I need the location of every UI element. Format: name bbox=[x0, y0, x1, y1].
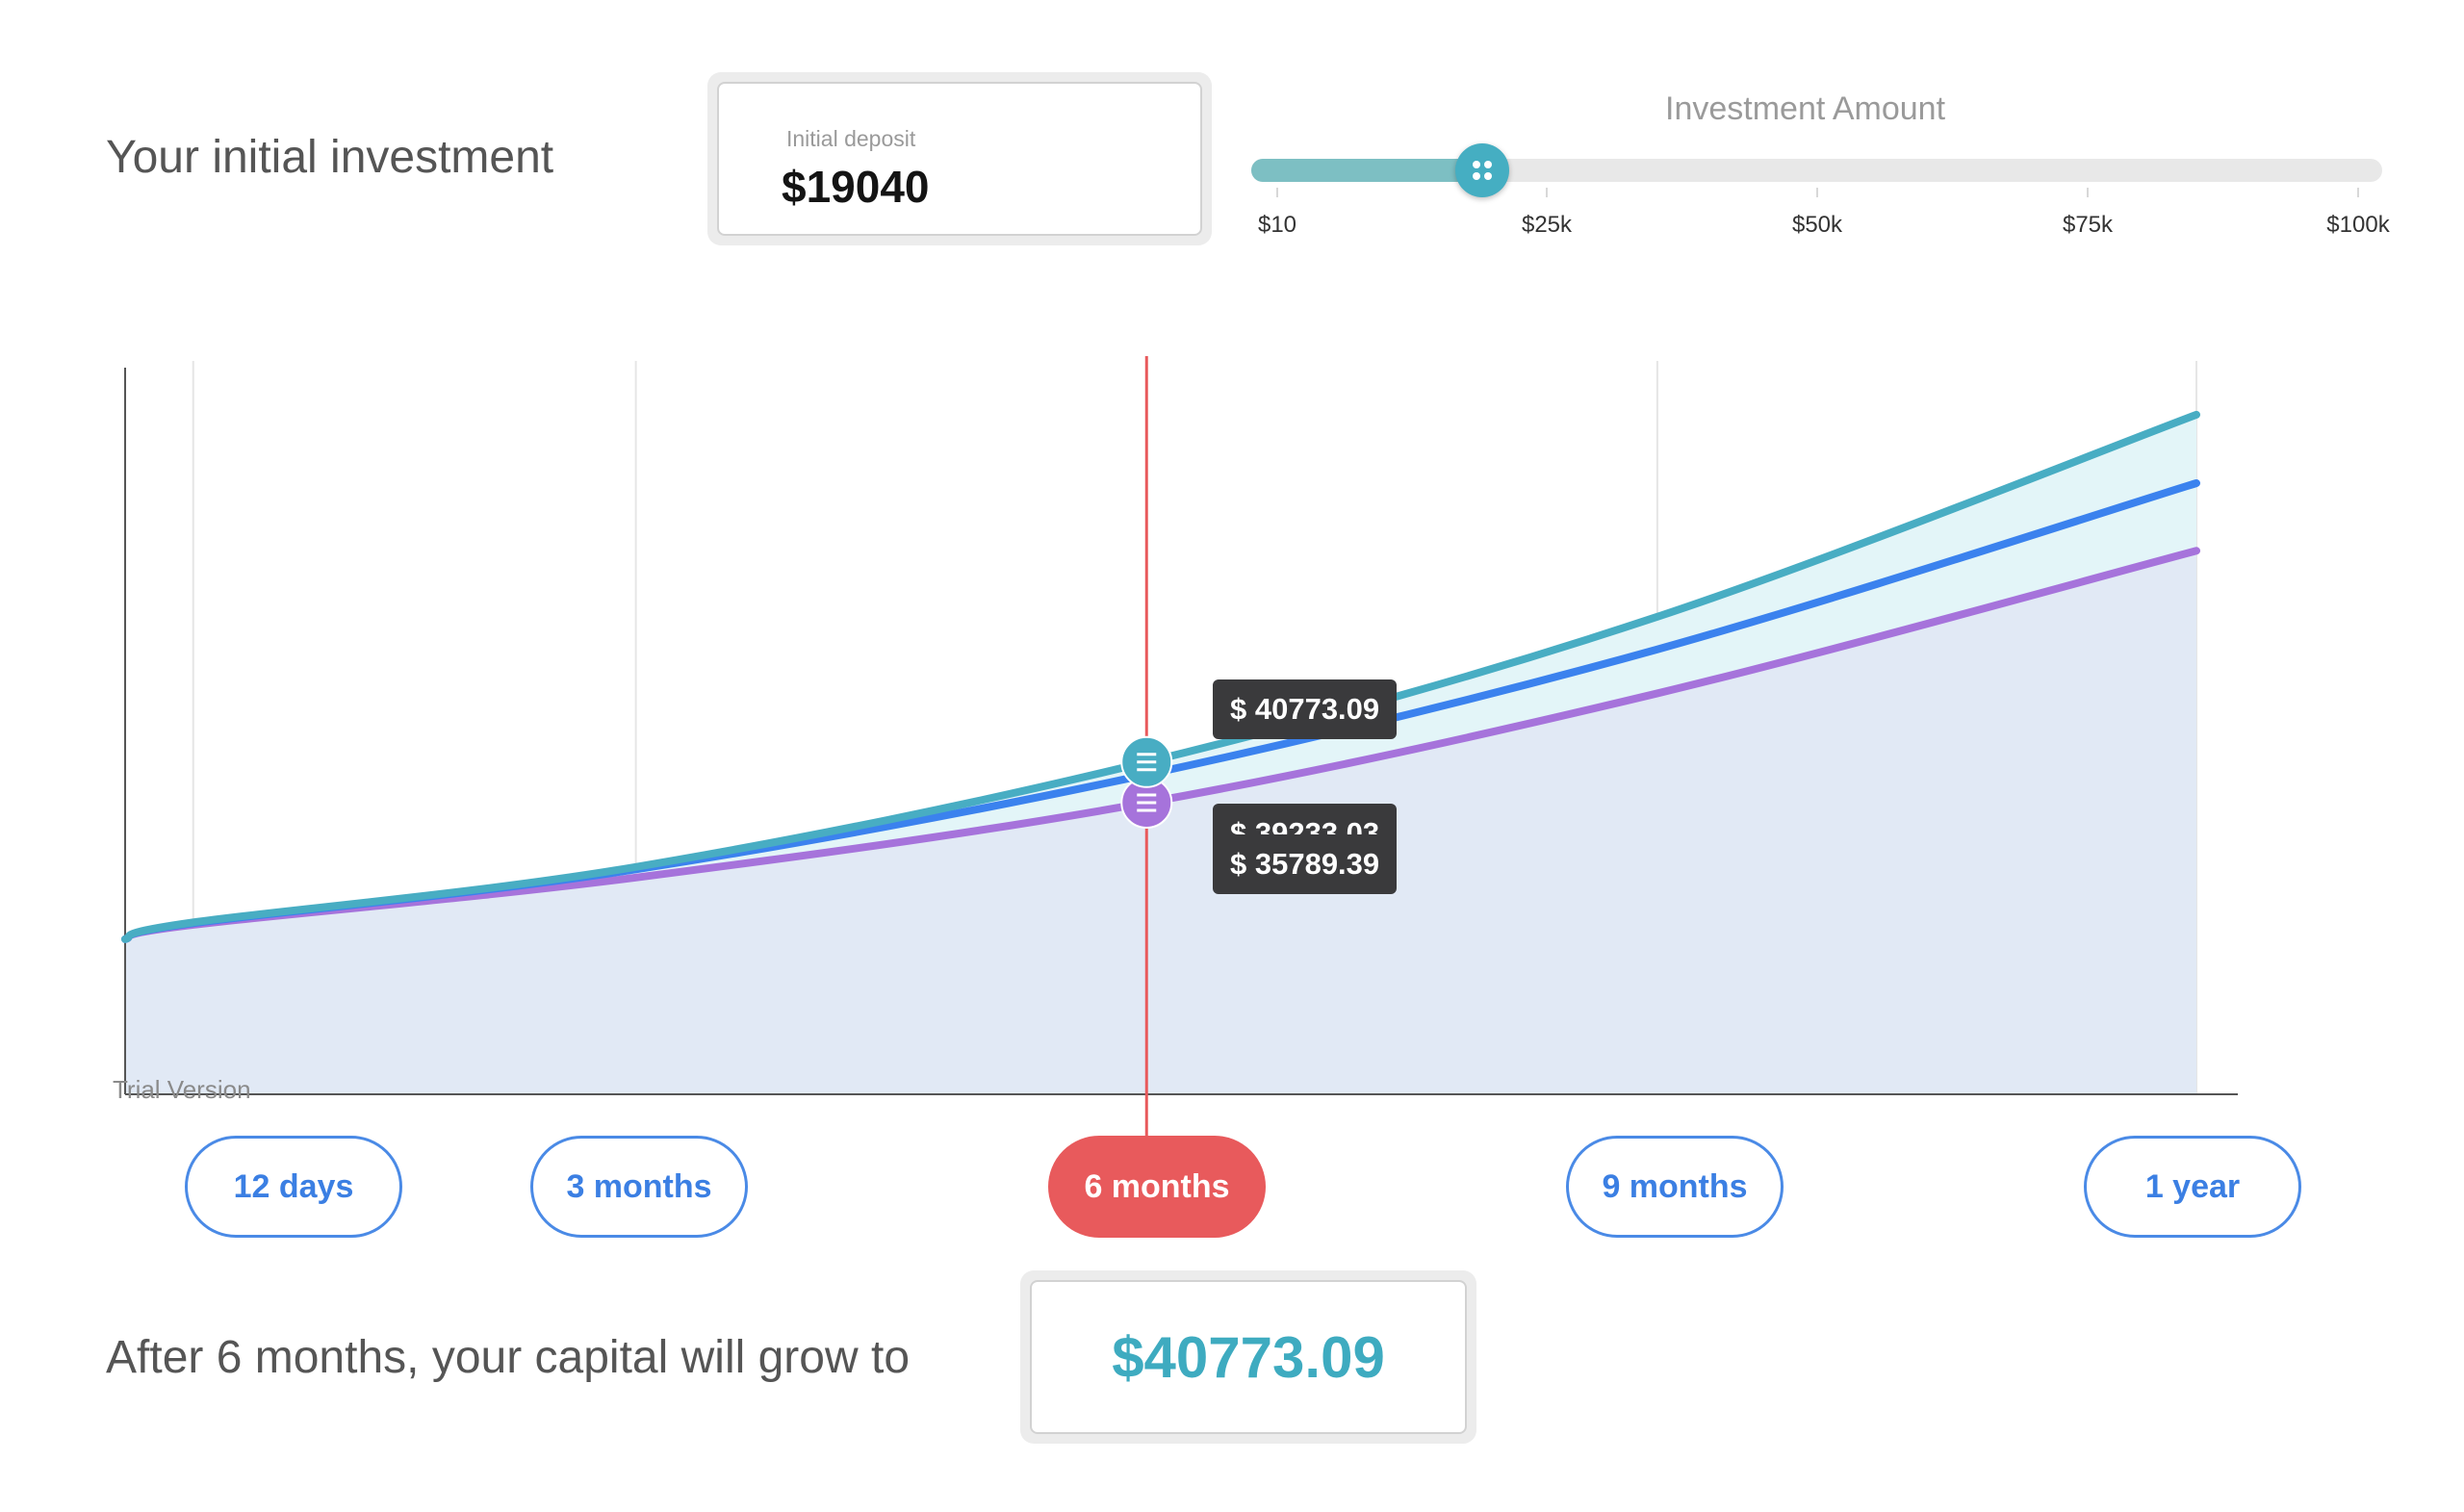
slider-tick bbox=[1816, 188, 1818, 197]
investment-amount-title: Investment Amount bbox=[1665, 90, 1946, 127]
slider-tick-label: $50k bbox=[1791, 212, 1843, 238]
slider-tick-label: $100k bbox=[2326, 212, 2390, 238]
initial-deposit-field[interactable]: Initial deposit $19040 bbox=[717, 82, 1202, 236]
initial-deposit-box[interactable]: Initial deposit $19040 bbox=[707, 72, 1212, 245]
investment-slider-fill bbox=[1251, 159, 1483, 182]
result-box: $40773.09 bbox=[1020, 1270, 1476, 1444]
result-value: $40773.09 bbox=[1030, 1280, 1467, 1434]
investment-slider-thumb[interactable] bbox=[1455, 143, 1510, 197]
period-button-6-months[interactable]: 6 months bbox=[1048, 1136, 1266, 1238]
initial-deposit-label: Initial deposit bbox=[786, 126, 916, 151]
initial-investment-label: Your initial investment bbox=[106, 132, 554, 183]
slider-tick-label: $10 bbox=[1257, 212, 1297, 238]
slider-tick-label: $25k bbox=[1521, 212, 1573, 238]
trial-version-watermark: Trial Version bbox=[113, 1075, 251, 1104]
slider-tick-label: $75k bbox=[2062, 212, 2114, 238]
period-button-9-months[interactable]: 9 months bbox=[1566, 1136, 1784, 1238]
period-button-12-days[interactable]: 12 days bbox=[185, 1136, 402, 1238]
result-label: After 6 months, your capital will grow t… bbox=[106, 1332, 911, 1383]
slider-tick bbox=[2087, 188, 2089, 197]
slider-tick bbox=[1276, 188, 1278, 197]
slider-tick bbox=[2357, 188, 2359, 197]
series-line-1 bbox=[121, 410, 2200, 943]
period-button-3-months[interactable]: 3 months bbox=[530, 1136, 748, 1238]
slider-tick bbox=[1546, 188, 1548, 197]
initial-deposit-value[interactable]: $19040 bbox=[782, 162, 930, 212]
tooltip-series-3: $ 35789.39 bbox=[1213, 834, 1398, 894]
tooltip-series-1: $ 40773.09 bbox=[1213, 679, 1398, 739]
period-button-1-year[interactable]: 1 year bbox=[2084, 1136, 2301, 1238]
